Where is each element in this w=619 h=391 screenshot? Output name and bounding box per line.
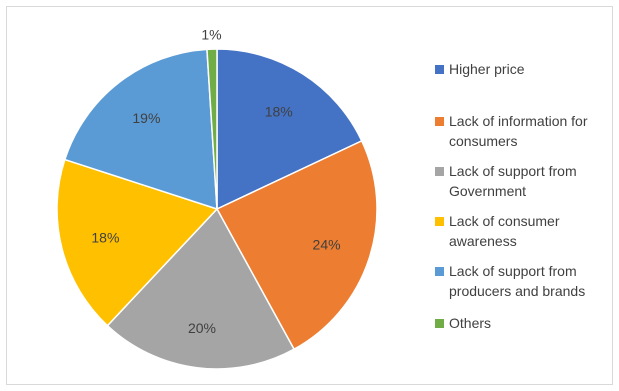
legend-swatch-2	[435, 167, 444, 176]
legend-label-4-0: Lack of support from	[449, 263, 577, 279]
legend-swatch-0	[435, 65, 444, 74]
legend-swatch-5	[435, 319, 444, 328]
legend-swatch-3	[435, 217, 444, 226]
legend-swatch-1	[435, 117, 444, 126]
legend-label-3-1: awareness	[449, 233, 517, 249]
data-label-5: 1%	[201, 27, 221, 43]
data-label-3: 18%	[91, 230, 119, 246]
legend-label-1-1: consumers	[449, 133, 518, 149]
pie-slice-1	[215, 139, 378, 351]
legend-label-1-0: Lack of information for	[449, 113, 588, 129]
legend-swatch-4	[435, 267, 444, 276]
legend-label-5-0: Others	[449, 315, 492, 331]
data-label-4: 19%	[132, 110, 160, 126]
pie-slice-0	[216, 48, 363, 211]
legend-label-3-0: Lack of consumer	[449, 213, 560, 229]
data-label-2: 20%	[188, 320, 216, 336]
pie-slice-4	[63, 48, 218, 211]
legend-label-2-1: Government	[449, 183, 527, 199]
legend-label-2-0: Lack of support from	[449, 163, 577, 179]
data-label-0: 18%	[265, 104, 293, 120]
legend-label-4-1: producers and brands	[449, 283, 586, 299]
data-label-1: 24%	[313, 237, 341, 253]
pie-slice-2	[106, 207, 296, 370]
legend-label-0-0: Higher price	[449, 61, 525, 77]
pie-slice-5	[206, 48, 218, 210]
pie-slice-3	[56, 158, 219, 327]
